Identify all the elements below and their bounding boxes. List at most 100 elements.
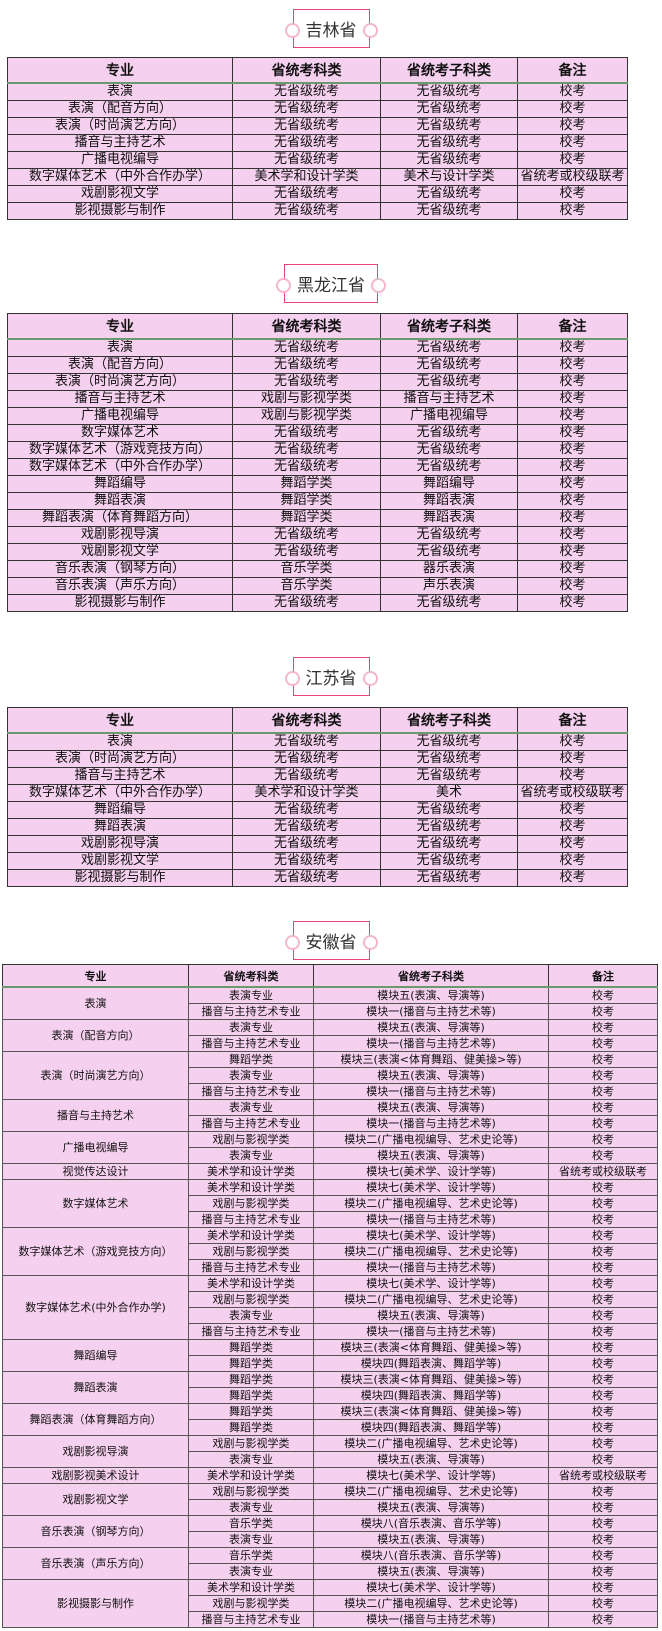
table-cell: 校考 [548,1611,658,1628]
column-header: 省统考科类 [232,57,381,84]
table-cell: 数字媒体艺术（中外合作办学） [7,168,233,186]
table-cell: 表演（时尚演艺方向） [7,750,233,768]
table-cell: 美术与设计学类 [380,168,518,186]
table-cell: 模块三(表演<体育舞蹈、健美操>等) [313,1371,549,1388]
table-cell: 无省级统考 [380,732,518,751]
table-row: 舞蹈编导 舞蹈学类 舞蹈编导 校考 [7,475,628,493]
table-row: 表演专业 模块五(表演、导演等) 校考 [3,1307,658,1324]
table-cell: 戏剧与影视学类 [188,1131,314,1148]
table-cell: 省统考或校级联考 [548,1467,658,1484]
table-cell: 校考 [517,818,628,836]
table-cell: 校考 [517,82,628,101]
table-cell: 表演专业 [188,1499,314,1516]
table-cell: 音乐学类 [188,1515,314,1532]
table-cell: 无省级统考 [380,869,518,887]
column-header: 备注 [548,964,658,988]
table-cell: 校考 [548,1579,658,1596]
table-row: 表演 表演专业 模块五(表演、导演等) 校考 [2,986,658,1020]
table-cell: 模块一(播音与主持艺术等) [313,1083,549,1100]
table-cell: 模块二(广播电视编导、艺术史论等) [313,1483,549,1500]
table-cell: 模块一(播音与主持艺术等) [313,1003,549,1020]
anhui-admission-table: 专业 省统考科类 省统考子科类 备注 表演 表演专业 模块五(表演、导演等) 校考 播音与主持艺… [2,964,658,1628]
table-cell: 省统考或校级联考 [548,1163,658,1180]
table-cell: 无省级统考 [380,424,518,442]
table-row: 音乐表演（声乐方向） 音乐学类 模块八(音乐表演、音乐学等) 校考 [2,1547,658,1580]
table-cell: 戏剧影视导演 [7,526,233,544]
table-row: 戏剧与影视学类 模块二(广播电视编导、艺术史论等) 校考 [3,1195,658,1212]
province-title: 吉林省 [284,9,378,48]
table-cell: 模块五(表演、导演等) [313,986,549,1004]
table-row: 数字媒体艺术（中外合作办学） 美术学和设计学类 美术 省统考或校级联考 [7,784,628,802]
table-row: 表演 无省级统考 无省级统考 校考 [7,82,628,101]
section-title: 黑龙江省 [0,264,662,303]
table-row: 音乐表演（钢琴方向） 音乐学类 器乐表演 校考 [7,560,628,578]
table-cell: 校考 [517,543,628,561]
table-cell: 无省级统考 [380,373,518,391]
table-cell: 音乐学类 [188,1547,314,1564]
table-cell: 表演 [7,338,233,357]
table-row: 戏剧影视文学 无省级统考 无省级统考 校考 [7,852,628,870]
table-row: 舞蹈表演 舞蹈学类 模块三(表演<体育舞蹈、健美操>等) 校考 [2,1371,658,1404]
table-cell: 校考 [548,1195,658,1212]
table-cell: 播音与主持艺术 [7,390,233,408]
table-cell: 播音与主持艺术专业 [188,1035,314,1052]
table-cell: 无省级统考 [232,100,381,118]
table-row: 播音与主持艺术 戏剧与影视学类 播音与主持艺术 校考 [7,390,628,408]
table-cell: 数字媒体艺术（中外合作办学） [7,458,233,476]
table-cell: 美术学和设计学类 [188,1179,314,1196]
major-cell: 戏剧影视文学 [2,1483,189,1516]
table-cell: 校考 [548,986,658,1004]
table-cell: 舞蹈学类 [188,1387,314,1404]
table-row: 播音与主持艺术专业 模块一(播音与主持艺术等) 校考 [3,1611,658,1628]
table-cell: 无省级统考 [232,526,381,544]
table-cell: 模块七(美术学、设计学等) [313,1467,549,1484]
table-cell: 播音与主持艺术 [7,134,233,152]
pin-left-icon [284,22,300,38]
table-cell: 校考 [517,356,628,374]
table-cell: 校考 [517,594,628,612]
table-cell: 无省级统考 [380,100,518,118]
table-cell: 无省级统考 [232,82,381,101]
table-cell: 舞蹈表演 [380,492,518,510]
table-row: 戏剧影视导演 无省级统考 无省级统考 校考 [7,526,628,544]
table-cell: 舞蹈学类 [188,1403,314,1420]
table-cell: 广播电视编导 [7,407,233,425]
table-cell: 模块二(广播电视编导、艺术史论等) [313,1131,549,1148]
table-cell: 模块五(表演、导演等) [313,1147,549,1164]
table-cell: 校考 [548,1035,658,1052]
table-row: 数字媒体艺术 无省级统考 无省级统考 校考 [7,424,628,442]
table-row: 舞蹈表演 无省级统考 无省级统考 校考 [7,818,628,836]
table-row: 表演（配音方向） 无省级统考 无省级统考 校考 [7,100,628,118]
table-cell: 模块五(表演、导演等) [313,1451,549,1468]
table-cell: 戏剧与影视学类 [188,1243,314,1260]
table-row: 数字媒体艺术（中外合作办学） 无省级统考 无省级统考 校考 [7,458,628,476]
table-cell: 无省级统考 [232,732,381,751]
table-cell: 无省级统考 [232,869,381,887]
table-cell: 无省级统考 [380,117,518,135]
table-cell: 声乐表演 [380,577,518,595]
table-row: 影视摄影与制作 美术学和设计学类 模块七(美术学、设计学等) 校考 [2,1579,658,1628]
table-row: 音乐表演（钢琴方向） 音乐学类 模块八(音乐表演、音乐学等) 校考 [2,1515,658,1548]
table-cell: 模块三(表演<体育舞蹈、健美操>等) [313,1339,549,1356]
table-cell: 模块二(广播电视编导、艺术史论等) [313,1595,549,1612]
major-cell: 数字媒体艺术 [2,1179,189,1228]
table-row: 表演（时尚演艺方向） 舞蹈学类 模块三(表演<体育舞蹈、健美操>等) 校考 [2,1051,658,1100]
table-row: 戏剧与影视学类 模块二(广播电视编导、艺术史论等) 校考 [3,1243,658,1260]
major-cell: 舞蹈表演（体育舞蹈方向） [2,1403,189,1436]
table-row: 表演（配音方向） 表演专业 模块五(表演、导演等) 校考 [2,1019,658,1052]
table-cell: 播音与主持艺术专业 [188,1211,314,1228]
table-row: 表演专业 模块五(表演、导演等) 校考 [3,1067,658,1084]
table-cell: 模块八(音乐表演、音乐学等) [313,1547,549,1564]
table-cell: 模块七(美术学、设计学等) [313,1227,549,1244]
table-cell: 模块五(表演、导演等) [313,1067,549,1084]
table-cell: 校考 [548,1115,658,1132]
table-cell: 校考 [548,1563,658,1580]
major-cell: 表演 [2,986,189,1020]
section-title: 江苏省 [0,657,662,696]
table-cell: 美术学和设计学类 [188,1163,314,1180]
province-title: 安徽省 [284,921,378,960]
header-row: 专业 省统考科类 省统考子科类 备注 [7,57,628,84]
table-cell: 表演专业 [188,1563,314,1580]
table-row: 广播电视编导 戏剧与影视学类 模块二(广播电视编导、艺术史论等) 校考 [2,1131,658,1164]
table-cell: 校考 [517,801,628,819]
